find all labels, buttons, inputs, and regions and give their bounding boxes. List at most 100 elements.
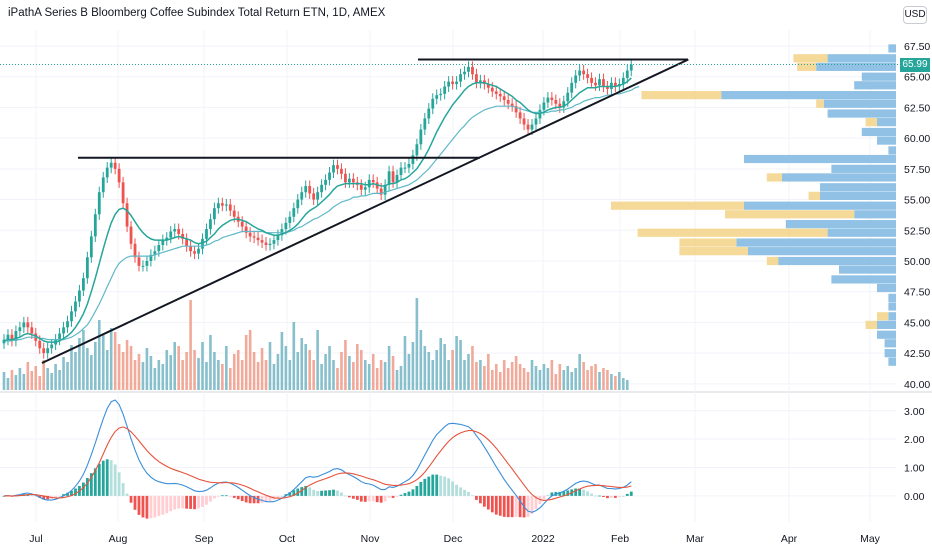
volume-profile-blue-bar: [861, 127, 896, 137]
candle-body: [300, 192, 304, 200]
macd-histogram-bar: [629, 491, 633, 496]
volume-bar: [34, 366, 38, 390]
candle-body: [606, 86, 609, 89]
volume-bar: [236, 350, 240, 390]
macd-histogram-bar: [427, 476, 431, 496]
volume-bar: [90, 355, 93, 390]
candle-body: [66, 321, 69, 328]
macd-histogram-bar: [173, 495, 177, 510]
volume-bar: [10, 370, 14, 390]
macd-histogram-bar: [153, 495, 157, 518]
macd-histogram-bar: [363, 495, 367, 502]
volume-profile-blue-bar: [827, 109, 896, 118]
volume-profile-blue-bar: [839, 265, 896, 274]
macd-histogram-bar: [542, 495, 546, 500]
volume-bar: [38, 376, 42, 390]
volume-bar: [125, 340, 129, 390]
volume-bar: [371, 354, 375, 390]
macd-histogram-bar: [610, 495, 613, 498]
macd-histogram-bar: [344, 495, 347, 497]
candle-body: [526, 124, 530, 130]
candle-body: [264, 242, 268, 246]
macd-histogram-bar: [201, 495, 204, 507]
time-tick-label: Apr: [781, 533, 798, 545]
volume-bar: [6, 378, 10, 390]
macd-histogram-bar: [165, 495, 169, 514]
volume-profile-yellow-bar: [679, 247, 748, 256]
candle-body: [475, 74, 478, 83]
macd-histogram-bar: [558, 491, 562, 496]
volume-bar: [510, 362, 514, 390]
volume-bar: [324, 354, 327, 390]
volume-bar: [498, 372, 502, 390]
macd-histogram-bar: [213, 495, 216, 499]
macd-histogram-bar: [244, 495, 248, 503]
time-tick-label: Dec: [444, 533, 463, 545]
volume-bar: [558, 364, 562, 390]
volume-profile-blue-bar: [827, 228, 896, 237]
volume-bar: [189, 300, 192, 390]
macd-histogram-bar: [502, 495, 506, 517]
candle-body: [109, 162, 113, 168]
volume-profile-yellow-bar: [877, 312, 889, 321]
volume-bar: [586, 370, 589, 390]
macd-histogram-bar: [70, 490, 73, 496]
candle-body: [117, 168, 121, 183]
macd-histogram-bar: [93, 468, 97, 496]
macd-histogram-bar: [332, 489, 335, 496]
volume-profile-blue-bar: [877, 136, 896, 145]
candle-body: [18, 327, 22, 332]
trendlines: [0, 58, 900, 364]
macd-histogram-bar: [510, 495, 514, 518]
volume-bars: [2, 298, 629, 390]
chart-title: iPathA Series B Bloomberg Coffee Subinde…: [8, 7, 386, 19]
macd-histogram-bar: [435, 474, 439, 496]
macd-histogram-bar: [359, 495, 363, 502]
macd-histogram-bar: [276, 495, 280, 498]
macd-histogram-bar: [304, 485, 308, 496]
macd-histogram-bar: [82, 482, 85, 496]
volume-bar: [185, 352, 188, 390]
candle-body: [201, 238, 204, 249]
candle-body: [344, 173, 347, 183]
candle-body: [435, 95, 439, 99]
macd-histogram-bar: [280, 495, 284, 497]
volume-bar: [427, 352, 431, 390]
volume-bar: [379, 360, 383, 390]
volume-bar: [578, 354, 581, 390]
volume-bar: [443, 344, 446, 390]
macd-histogram-bar: [121, 483, 125, 496]
moving-averages: [3, 77, 640, 343]
volume-bar: [602, 368, 605, 390]
volume-profile-blue-bar: [744, 154, 896, 164]
macd-histogram-bar: [403, 493, 407, 496]
currency-button[interactable]: USD: [903, 6, 927, 24]
volume-bar: [181, 360, 184, 390]
candle-body: [566, 92, 570, 102]
time-tick-label: May: [860, 533, 881, 545]
volume-bar: [598, 372, 601, 390]
volume-profile-blue-bar: [888, 146, 896, 155]
candle-body: [340, 168, 343, 174]
candle-body: [125, 203, 129, 227]
macd-histogram-bar: [467, 491, 470, 496]
candle-body: [276, 235, 280, 241]
candle-body: [220, 203, 224, 206]
macd-histogram-bar: [312, 489, 316, 496]
volume-profile-blue-bar: [816, 62, 896, 71]
volume-bar: [530, 360, 534, 390]
volume-bar: [502, 360, 506, 390]
macd-histogram-bar: [232, 495, 236, 498]
price-tick-label: 50.00: [904, 256, 930, 268]
macd-histogram-bar: [181, 495, 185, 509]
volume-bar: [201, 342, 204, 390]
volume-bar: [614, 376, 617, 390]
candle-body: [336, 165, 339, 169]
macd-histogram-bar: [340, 492, 343, 496]
volume-bar: [94, 342, 97, 390]
volume-bar: [46, 368, 49, 390]
macd-histogram-bar: [248, 495, 252, 504]
candle-body: [284, 222, 288, 230]
volume-profile-blue-bar: [831, 275, 896, 284]
